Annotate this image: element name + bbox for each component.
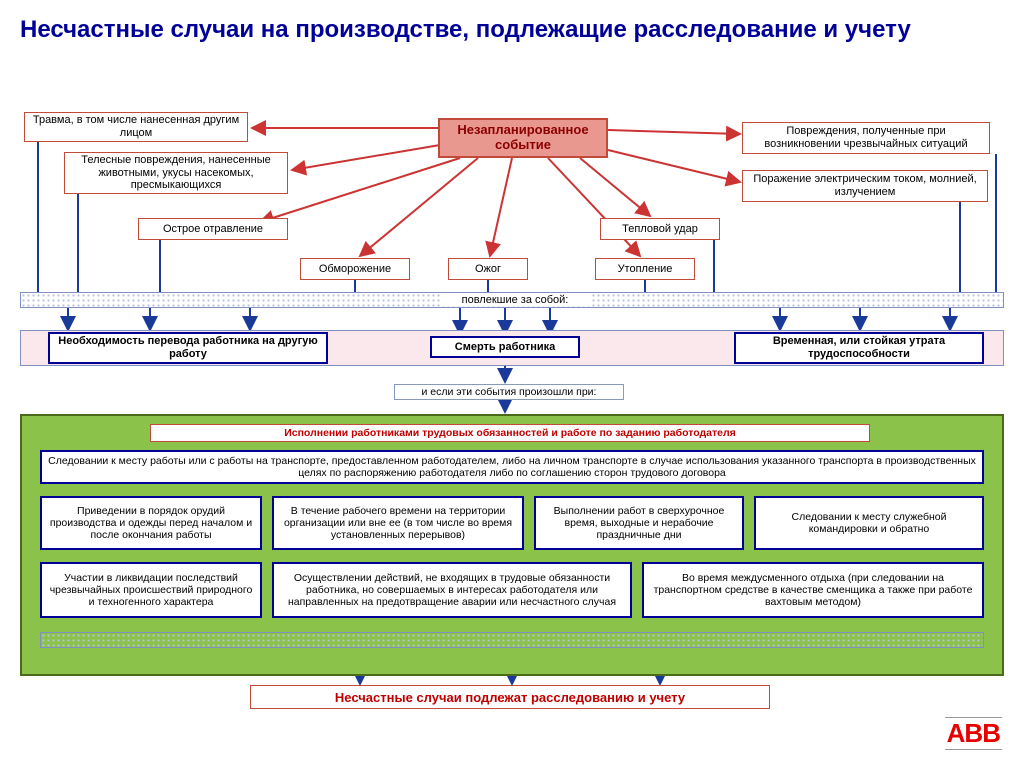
- page-title: Несчастные случаи на производстве, подле…: [0, 0, 1024, 53]
- conclusion-box: Несчастные случаи подлежат расследованию…: [250, 685, 770, 709]
- abb-logo: ABB: [945, 717, 1002, 750]
- event-poisoning: Острое отравление: [138, 218, 288, 240]
- condition-extra-actions: Осуществлении действий, не входящих в тр…: [272, 562, 632, 618]
- event-burn: Ожог: [448, 258, 528, 280]
- consequence-transfer: Необходимость перевода работника на друг…: [48, 332, 328, 364]
- event-frostbite: Обморожение: [300, 258, 410, 280]
- event-electric: Поражение электрическим током, молнией, …: [742, 170, 988, 202]
- condition-tools: Приведении в порядок орудий производства…: [40, 496, 262, 550]
- event-heatstroke: Тепловой удар: [600, 218, 720, 240]
- separator-bar-2: [40, 632, 984, 648]
- event-trauma: Травма, в том числе нанесенная другим ли…: [24, 112, 248, 142]
- event-drowning: Утопление: [595, 258, 695, 280]
- event-emergency: Повреждения, полученные при возникновени…: [742, 122, 990, 154]
- consequence-death: Смерть работника: [430, 336, 580, 358]
- condition-overtime: Выполнении работ в сверхурочное время, в…: [534, 496, 744, 550]
- condition-transport: Следовании к месту работы или с работы н…: [40, 450, 984, 484]
- condition-trip: Следовании к месту служебной командировк…: [754, 496, 984, 550]
- condition-emergency: Участии в ликвидации последствий чрезвыч…: [40, 562, 262, 618]
- separator-label-1: повлекшие за собой:: [440, 294, 590, 306]
- central-event-box: Незапланированное событие: [438, 118, 608, 158]
- event-animal-injury: Телесные повреждения, нанесенные животны…: [64, 152, 288, 194]
- condition-worktime: В течение рабочего времени на территории…: [272, 496, 524, 550]
- condition-duties: Исполнении работниками трудовых обязанно…: [150, 424, 870, 442]
- consequence-disability: Временная, или стойкая утрата трудоспосо…: [734, 332, 984, 364]
- separator-label-2: и если эти события произошли при:: [394, 384, 624, 400]
- condition-rest: Во время междусменного отдыха (при следо…: [642, 562, 984, 618]
